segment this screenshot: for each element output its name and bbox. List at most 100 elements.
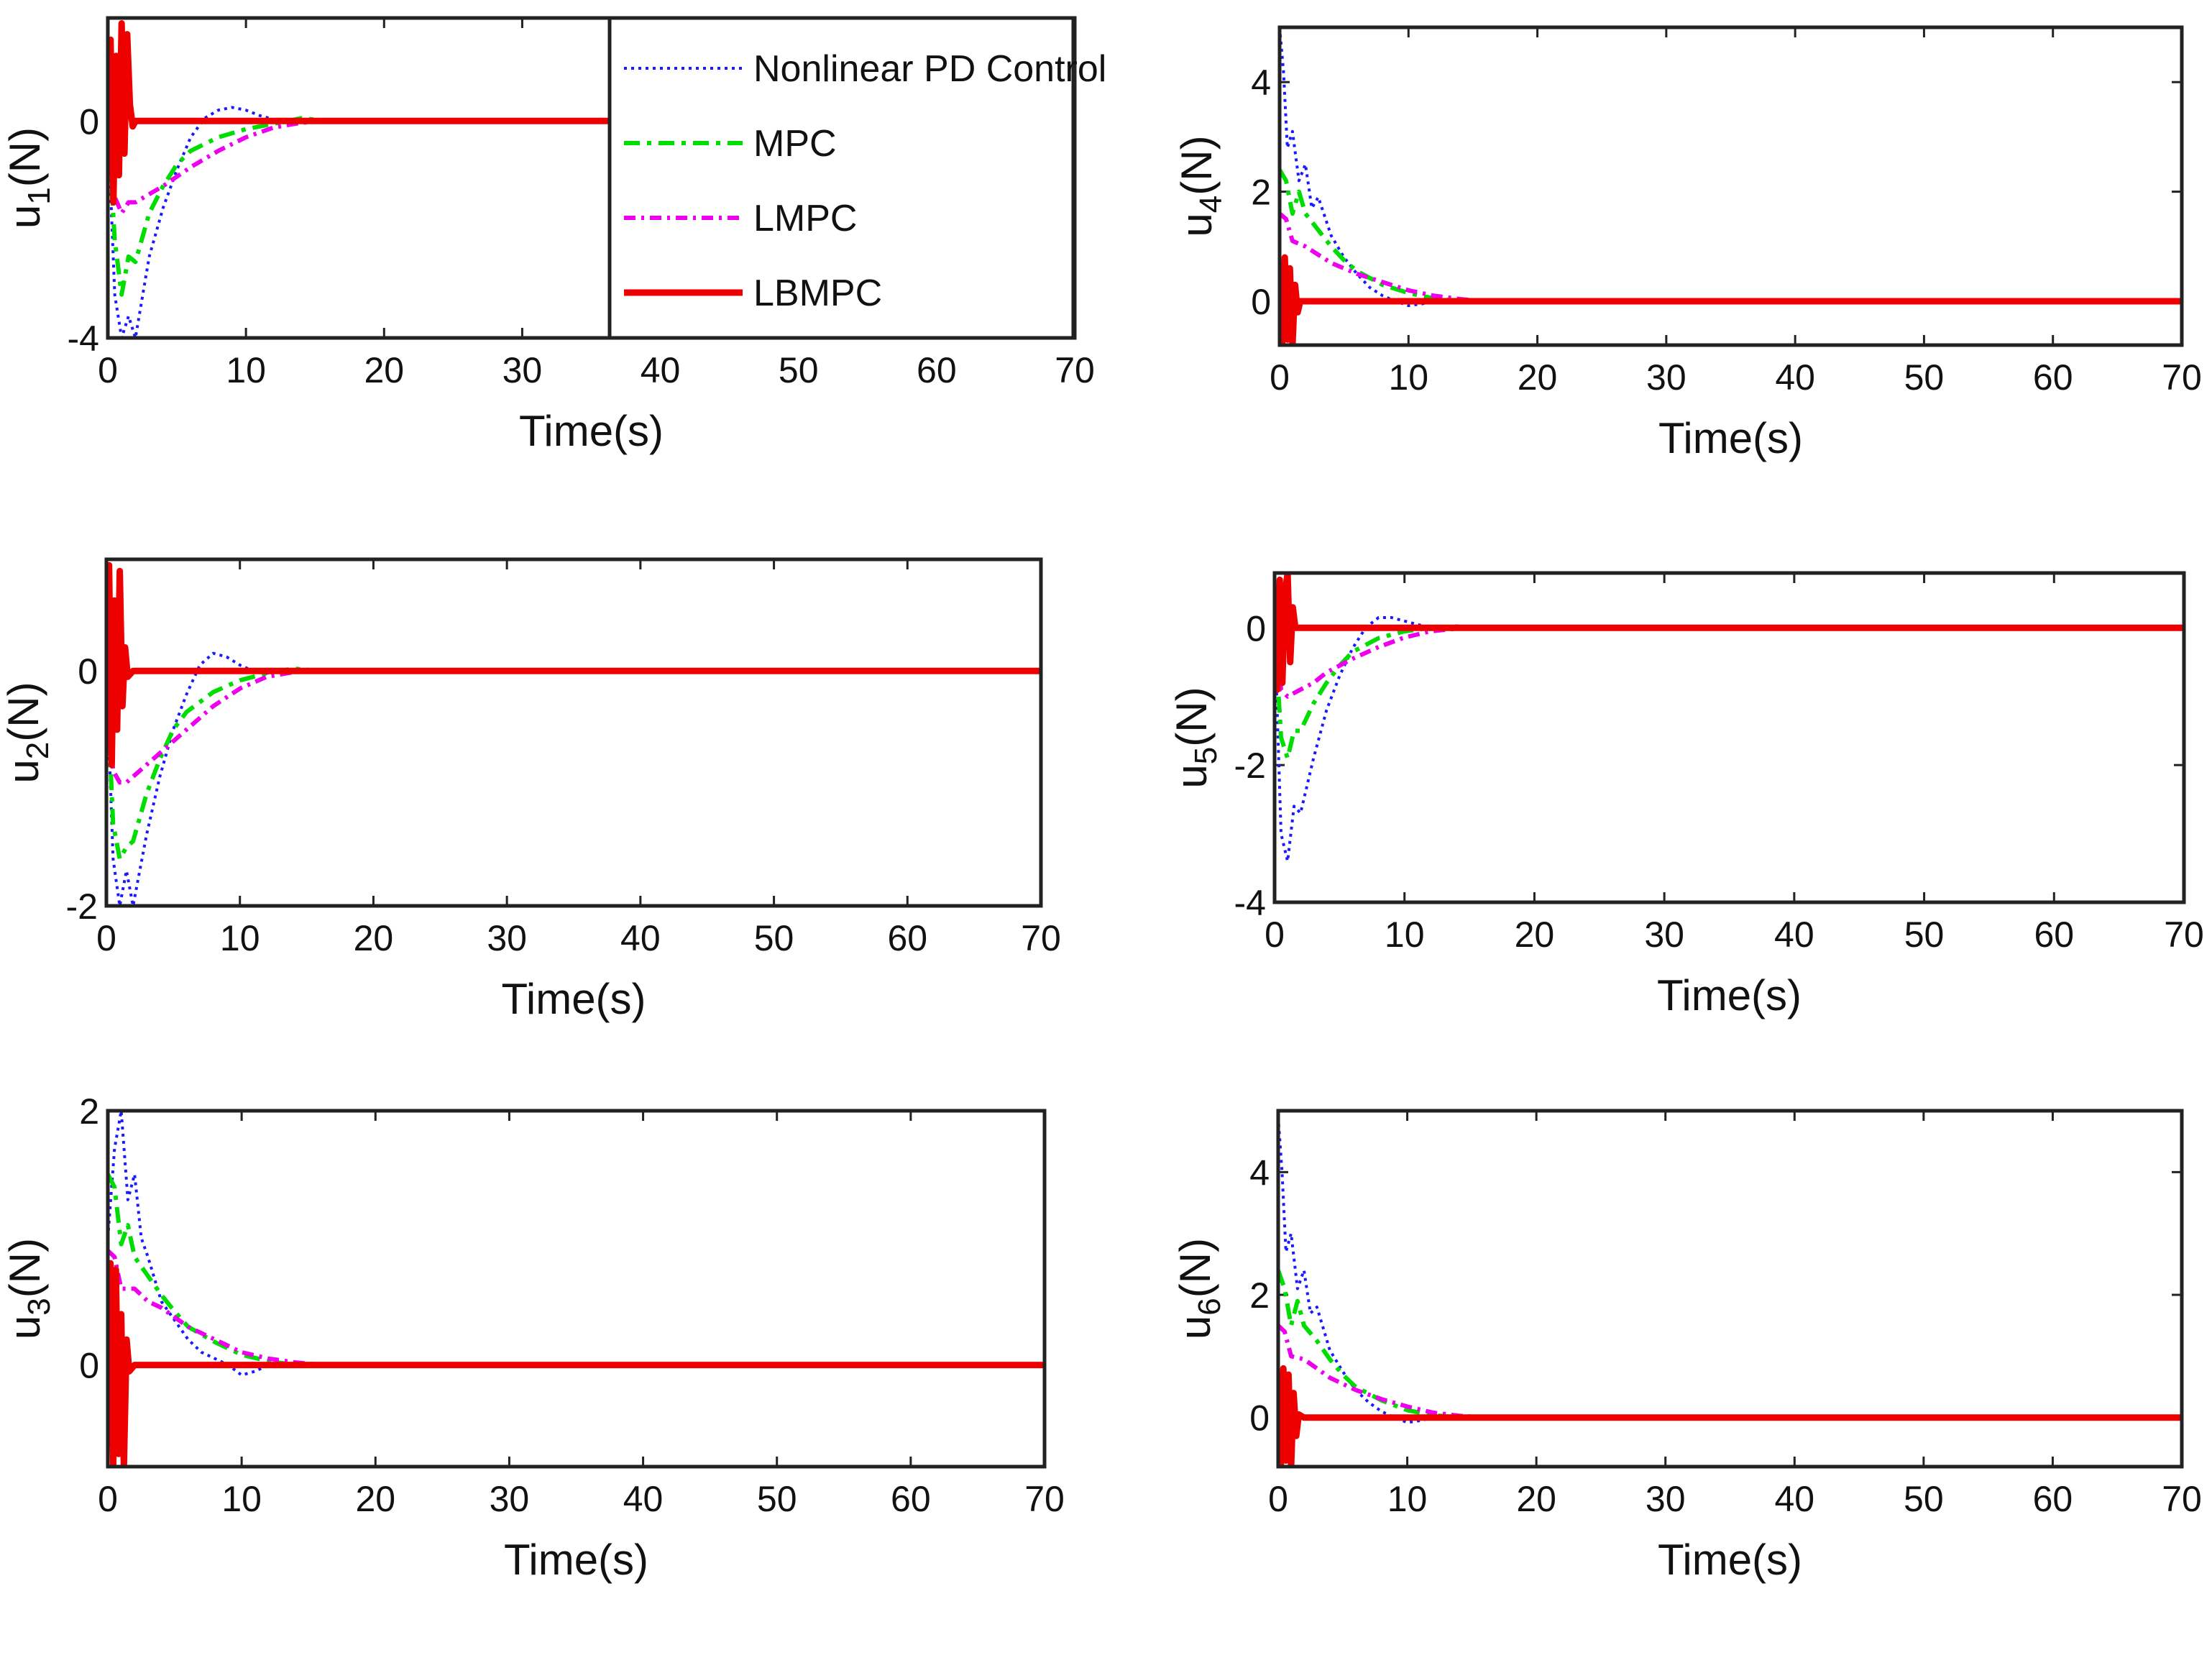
- plot-frame: [106, 1109, 1047, 1469]
- y-axis-title-base: u: [1167, 764, 1216, 788]
- series-line-nonlinear-pd-control: [108, 1111, 1045, 1377]
- y-tick-label: -2: [1234, 746, 1266, 786]
- y-axis-title-subscript: 6: [1192, 1298, 1227, 1315]
- x-axis-title: Time(s): [519, 407, 664, 455]
- x-tick-label: 20: [354, 918, 394, 958]
- y-axis-title: u4(N): [1172, 135, 1229, 237]
- plot-area: [106, 559, 1041, 906]
- series-line-nonlinear-pd-control: [106, 651, 1041, 906]
- x-tick-label: 60: [917, 350, 957, 390]
- x-tick-label: 70: [2164, 914, 2204, 955]
- subplot-u3: 0 10 20 30 40 50 60 70 0 2 Time(s) u3(N): [1, 1091, 1065, 1584]
- plot-area: [1278, 1111, 2182, 1467]
- x-tick-label: 10: [1387, 1479, 1428, 1519]
- y-axis-title-subscript: 2: [20, 742, 55, 759]
- y-axis-title-unit: (N): [1172, 135, 1221, 195]
- plot-area: [1280, 27, 2182, 345]
- x-tick-label: 30: [487, 918, 527, 958]
- x-tick-label: 50: [754, 918, 794, 958]
- x-tick-label: 60: [891, 1479, 931, 1519]
- x-tick-label: 30: [502, 350, 543, 390]
- y-tick-label: 4: [1251, 63, 1271, 103]
- subplot-u5: 0 10 20 30 40 50 60 70 -4 -2 0 Time(s) u5(N): [1167, 571, 2204, 1019]
- x-tick-label: 40: [620, 918, 661, 958]
- legend-label: Nonlinear PD Control: [753, 48, 1106, 90]
- legend-label: MPC: [753, 123, 837, 165]
- y-axis-title-base: u: [1, 1316, 49, 1339]
- x-tick-label: 20: [1518, 357, 1558, 398]
- x-tick-label: 70: [1021, 918, 1061, 958]
- x-tick-label: 40: [623, 1479, 664, 1519]
- x-axis-title: Time(s): [1658, 1536, 1802, 1584]
- x-tick-label: 70: [1055, 350, 1095, 390]
- x-tick-label: 30: [1646, 357, 1686, 398]
- x-tick-label: 40: [641, 350, 681, 390]
- legend: Nonlinear PD Control MPC LMPC LBMPC: [607, 16, 1106, 340]
- x-tick-label: 0: [1270, 357, 1290, 398]
- x-tick-label: 40: [1774, 1479, 1814, 1519]
- x-tick-label: 50: [1904, 914, 1945, 955]
- y-tick-label: 0: [79, 101, 99, 142]
- x-tick-label: 20: [1515, 914, 1555, 955]
- y-axis-title-subscript: 5: [1188, 747, 1224, 764]
- y-tick-label: -2: [66, 886, 98, 927]
- y-axis-title-unit: (N): [1, 127, 49, 187]
- plot-frame: [1277, 25, 2184, 347]
- x-tick-label: 0: [1265, 914, 1285, 955]
- y-axis-title-subscript: 4: [1193, 196, 1229, 213]
- series-line-lbmpc: [108, 1260, 1045, 1467]
- x-axis-title: Time(s): [504, 1536, 648, 1584]
- y-axis-title: u6(N): [1171, 1238, 1227, 1339]
- series-line-nonlinear-pd-control: [108, 106, 1075, 338]
- x-tick-label: 20: [355, 1479, 395, 1519]
- x-tick-label: 60: [2033, 1479, 2073, 1519]
- y-axis-title-subscript: 3: [22, 1298, 57, 1315]
- x-tick-label: 0: [1268, 1479, 1288, 1519]
- x-tick-label: 70: [1024, 1479, 1065, 1519]
- x-tick-label: 10: [1388, 357, 1428, 398]
- x-tick-label: 0: [96, 918, 116, 958]
- plot-frame: [1276, 1109, 2184, 1469]
- y-axis-title-unit: (N): [0, 682, 47, 741]
- y-axis-title: u1(N): [1, 127, 57, 229]
- x-tick-label: 50: [779, 350, 819, 390]
- y-tick-label: 0: [79, 1346, 99, 1386]
- y-axis-title-base: u: [1172, 213, 1221, 237]
- series-line-lbmpc: [108, 20, 1075, 206]
- series-group: [1275, 573, 2184, 863]
- legend-label: LMPC: [753, 198, 857, 239]
- y-tick-label: -4: [68, 318, 99, 359]
- series-line-lbmpc: [106, 561, 1041, 769]
- x-tick-label: 40: [1774, 914, 1814, 955]
- series-line-nonlinear-pd-control: [1280, 27, 2182, 308]
- y-axis-title-base: u: [0, 759, 47, 783]
- y-tick-label: 0: [78, 651, 98, 692]
- plot-frame: [1272, 571, 2186, 904]
- x-tick-label: 60: [2034, 914, 2074, 955]
- y-axis-title-base: u: [1171, 1316, 1219, 1339]
- series-line-lbmpc: [1275, 573, 2184, 693]
- legend-box: [607, 16, 1075, 340]
- series-group: [1280, 27, 2182, 345]
- series-group: [106, 561, 1041, 906]
- x-axis-title: Time(s): [1658, 414, 1803, 462]
- x-axis-title: Time(s): [1657, 971, 1802, 1019]
- plot-frame: [104, 557, 1043, 908]
- x-tick-label: 30: [1646, 1479, 1686, 1519]
- x-tick-label: 10: [220, 918, 260, 958]
- y-axis-title-unit: (N): [1, 1238, 49, 1298]
- subplot-u6: 0 10 20 30 40 50 60 70 0 2 4 Time(s) u6(N): [1171, 1109, 2202, 1584]
- series-line-mpc: [1280, 168, 2182, 303]
- y-tick-label: -4: [1234, 883, 1266, 923]
- x-tick-label: 10: [221, 1479, 262, 1519]
- plot-area: [108, 1111, 1045, 1467]
- x-tick-label: 50: [1904, 1479, 1944, 1519]
- y-axis-title-unit: (N): [1171, 1238, 1219, 1298]
- y-tick-label: 2: [1249, 1275, 1270, 1316]
- series-line-lbmpc: [1278, 1365, 2182, 1467]
- series-group: [108, 20, 1075, 338]
- y-tick-label: 0: [1246, 608, 1266, 648]
- x-tick-label: 10: [226, 350, 266, 390]
